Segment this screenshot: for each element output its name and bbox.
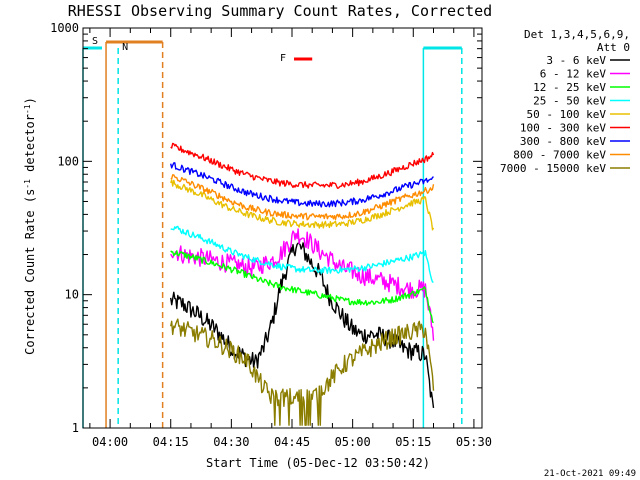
series-line [170, 318, 435, 426]
night-label: N [122, 42, 128, 53]
x-axis-label: Start Time (05-Dec-12 03:50:42) [206, 456, 430, 470]
legend-entry-label: 300 - 800 keV [520, 135, 606, 148]
y-axis-label-sup2: -1 [23, 104, 32, 114]
y-axis-label-sup1: -1 [23, 179, 32, 189]
legend-entry-label: 7000 - 15000 keV [500, 162, 606, 175]
chart-title: RHESSI Observing Summary Count Rates, Co… [68, 2, 492, 20]
footer-date: 21-Oct-2021 09:49 [544, 469, 636, 479]
series-line [170, 162, 434, 208]
x-tick-label: 04:15 [153, 435, 189, 449]
y-axis-label: Corrected Count Rate (s-1 detector-1) [23, 97, 37, 355]
y-tick-label: 10 [65, 288, 79, 302]
x-tick-label: 05:30 [456, 435, 492, 449]
legend-entry-label: 25 - 50 keV [533, 95, 606, 108]
legend-entry-label: 50 - 100 keV [527, 108, 607, 121]
series-line [170, 242, 435, 408]
plot-frame [82, 27, 483, 429]
y-axis: 1 10 100 1000 [50, 21, 482, 435]
legend-entry-label: 800 - 7000 keV [513, 149, 606, 162]
series-line [170, 250, 434, 324]
x-tick-label: 05:00 [335, 435, 371, 449]
series-line [170, 142, 435, 189]
legend-entry-label: 12 - 25 keV [533, 81, 606, 94]
legend-header-detectors: Det 1,3,4,5,6,9, [524, 28, 630, 41]
series-layer [170, 142, 435, 426]
legend-entry-label: 6 - 12 keV [540, 68, 607, 81]
x-tick-label: 04:00 [92, 435, 128, 449]
x-axis: 04:00 04:15 04:30 04:45 05:00 05:15 05:30 [89, 28, 492, 449]
legend-entry-label: 100 - 300 keV [520, 122, 606, 135]
x-tick-label: 04:45 [274, 435, 310, 449]
x-tick-label: 04:30 [213, 435, 249, 449]
series-line [170, 179, 435, 231]
y-axis-label-mid: detector [23, 114, 37, 179]
legend-header-attenuator: Att 0 [597, 41, 630, 54]
saa-label: S [92, 36, 98, 47]
legend-entry-label: 3 - 6 keV [546, 54, 606, 67]
orbit-markers: S N F [82, 36, 463, 428]
y-axis-label-end: ) [23, 97, 37, 104]
x-tick-label: 05:15 [395, 435, 431, 449]
series-line [170, 225, 434, 283]
y-tick-label: 1000 [50, 21, 79, 35]
y-tick-label: 1 [72, 421, 79, 435]
series-line [170, 228, 435, 341]
y-axis-label-main: Corrected Count Rate (s [23, 189, 37, 355]
flare-label: F [280, 53, 286, 64]
series-line [170, 174, 435, 221]
y-tick-label: 100 [57, 154, 79, 168]
